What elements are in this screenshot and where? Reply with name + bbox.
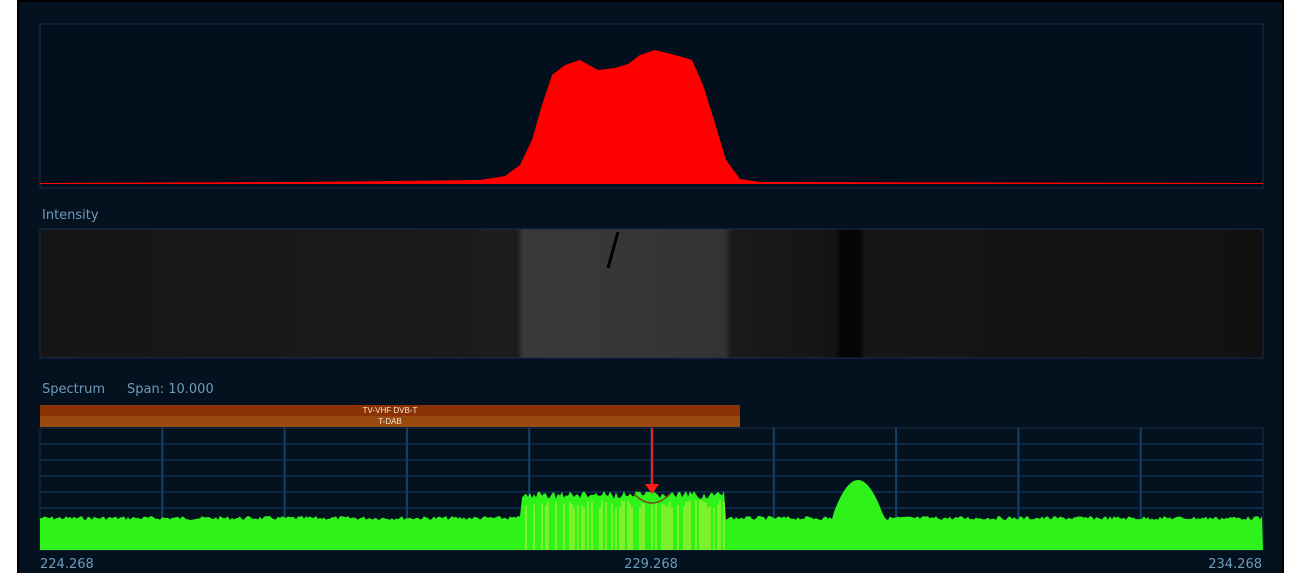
spectrum-label: Spectrum [42, 382, 105, 397]
intensity-label: Intensity [42, 208, 99, 223]
analyzer: Intensity Spectrum Span: 10.000 TV-VHF D… [0, 0, 1289, 573]
freq-label: 224.268 [40, 557, 94, 572]
freq-label: 234.268 [1208, 557, 1262, 572]
freq-label: 229.268 [624, 557, 678, 572]
span-label: Span: 10.000 [127, 382, 214, 397]
band-label: T-DAB [378, 417, 402, 426]
band-label: TV-VHF DVB-T [363, 406, 418, 415]
page: Intensity Spectrum Span: 10.000 TV-VHF D… [0, 0, 1289, 573]
waterfall [40, 229, 1263, 358]
